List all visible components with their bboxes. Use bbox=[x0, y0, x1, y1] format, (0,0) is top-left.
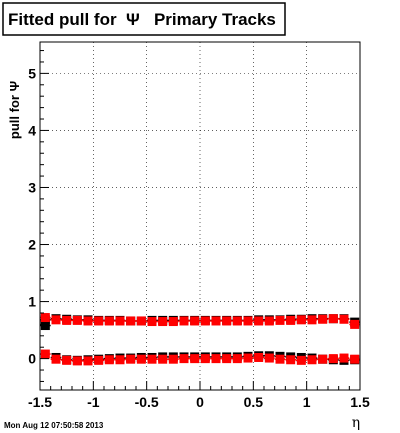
chart-title: Fitted pull for Ψ Primary Tracks bbox=[8, 10, 276, 29]
data-point bbox=[254, 352, 264, 362]
x-tick-label: -1.5 bbox=[28, 394, 52, 410]
data-point bbox=[179, 316, 189, 326]
data-point bbox=[168, 354, 178, 364]
data-point bbox=[232, 316, 242, 326]
data-point bbox=[318, 314, 328, 324]
tick-labels: -1.5 -1 -0.5 0 0.5 1 1.5 0 1 2 3 4 5 bbox=[28, 65, 370, 410]
data-point bbox=[147, 354, 157, 364]
data-point bbox=[126, 354, 136, 364]
footer-timestamp: Mon Aug 12 07:50:58 2013 bbox=[4, 421, 104, 430]
data-point bbox=[243, 316, 253, 326]
data-point bbox=[254, 316, 264, 326]
x-tick-label: 1 bbox=[303, 394, 311, 410]
data-point bbox=[222, 354, 232, 364]
data-series bbox=[40, 313, 360, 329]
data-point bbox=[115, 316, 125, 326]
data-series bbox=[40, 349, 360, 366]
data-point bbox=[328, 354, 338, 364]
data-point bbox=[158, 354, 168, 364]
data-point bbox=[307, 315, 317, 325]
y-tick-label: 2 bbox=[28, 237, 36, 253]
data-point bbox=[264, 353, 274, 363]
y-tick-label: 4 bbox=[28, 122, 36, 138]
data-point bbox=[72, 356, 82, 366]
data-point bbox=[243, 353, 253, 363]
data-point bbox=[62, 315, 72, 325]
data-point bbox=[40, 313, 50, 323]
x-axis-label: η bbox=[352, 415, 360, 431]
data-point bbox=[40, 321, 50, 331]
data-point bbox=[328, 314, 338, 324]
data-point bbox=[222, 316, 232, 326]
data-point bbox=[339, 353, 349, 363]
data-point bbox=[158, 317, 168, 327]
data-series-group bbox=[40, 313, 360, 366]
plot-area bbox=[40, 42, 360, 390]
data-point bbox=[211, 354, 221, 364]
data-point bbox=[51, 315, 61, 325]
data-point bbox=[286, 315, 296, 325]
data-point bbox=[190, 354, 200, 364]
data-point bbox=[275, 315, 285, 325]
data-point bbox=[339, 314, 349, 324]
y-tick-label: 0 bbox=[28, 351, 36, 367]
data-point bbox=[350, 354, 360, 364]
data-point bbox=[275, 354, 285, 364]
data-point bbox=[115, 355, 125, 365]
data-point bbox=[126, 316, 136, 326]
data-point bbox=[200, 354, 210, 364]
data-point bbox=[190, 316, 200, 326]
data-point bbox=[40, 349, 50, 359]
data-point bbox=[296, 355, 306, 365]
data-point bbox=[147, 317, 157, 327]
x-tick-label: 1.5 bbox=[350, 394, 370, 410]
x-tick-label: 0 bbox=[196, 394, 204, 410]
data-point bbox=[232, 354, 242, 364]
data-point bbox=[94, 355, 104, 365]
data-point bbox=[200, 316, 210, 326]
data-point bbox=[62, 355, 72, 365]
axes bbox=[39, 50, 361, 390]
data-point bbox=[211, 316, 221, 326]
y-tick-label: 1 bbox=[28, 294, 36, 310]
data-point bbox=[179, 354, 189, 364]
data-point bbox=[136, 316, 146, 326]
x-tick-label: -0.5 bbox=[135, 394, 159, 410]
y-axis-label: pull for Ψ bbox=[7, 81, 22, 139]
title-box bbox=[2, 2, 286, 36]
data-point bbox=[72, 315, 82, 325]
data-point bbox=[94, 316, 104, 326]
data-point bbox=[168, 317, 178, 327]
data-point bbox=[104, 355, 114, 365]
data-point bbox=[318, 354, 328, 364]
data-point bbox=[83, 356, 93, 366]
data-point bbox=[264, 316, 274, 326]
y-tick-label: 5 bbox=[28, 65, 36, 81]
data-point bbox=[286, 355, 296, 365]
data-point bbox=[51, 354, 61, 364]
data-point bbox=[83, 316, 93, 326]
data-point bbox=[296, 315, 306, 325]
plot-frame bbox=[39, 41, 361, 391]
data-point bbox=[350, 319, 360, 329]
y-tick-label: 3 bbox=[28, 179, 36, 195]
x-tick-label: -1 bbox=[87, 394, 100, 410]
data-point bbox=[136, 354, 146, 364]
x-tick-label: 0.5 bbox=[244, 394, 264, 410]
data-point bbox=[307, 355, 317, 365]
data-point bbox=[104, 316, 114, 326]
